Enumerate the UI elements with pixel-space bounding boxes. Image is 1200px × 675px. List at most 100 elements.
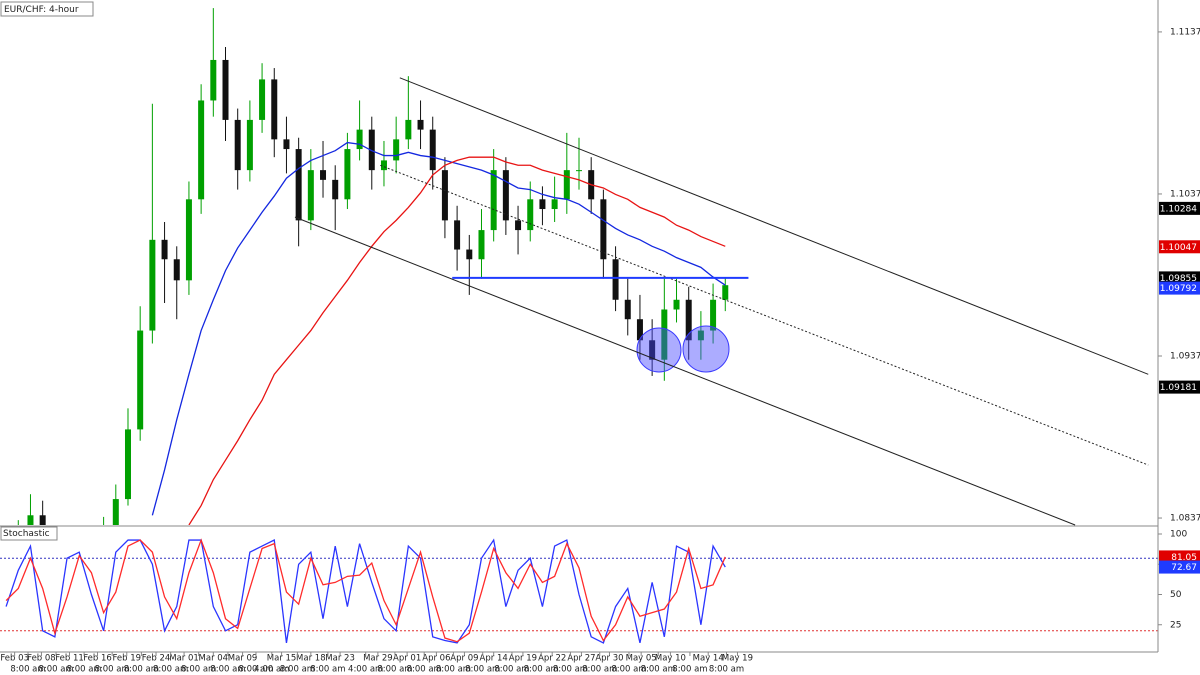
y-tick-label: 100 [1170, 530, 1187, 540]
candle-body [320, 170, 327, 180]
candle-body [259, 79, 266, 120]
x-date-label: Apr 27 [567, 654, 595, 664]
x-time-label: 8:00 am [310, 665, 345, 675]
candle-body [295, 149, 302, 221]
candle-body [222, 59, 229, 120]
price-badge [1159, 271, 1200, 285]
x-date-label: Apr 30 [595, 654, 623, 664]
x-time-label: 8:00 am [465, 665, 500, 675]
x-date-label: Feb 08 [27, 654, 56, 664]
title-box [0, 1, 94, 17]
x-date-label: Mar 01 [169, 654, 199, 664]
x-time-label: 8:00 am [10, 665, 45, 675]
indicator-line [5, 538, 726, 643]
x-time-label: 8:00 am [95, 665, 130, 675]
x-time-label: 8:00 am [124, 665, 159, 675]
x-time-label: 8:00 am [38, 665, 73, 675]
axes: 1.11373 1.10373 1.09373 1.08373 1.10284 1.100… [0, 27, 1200, 675]
x-date-label: Apr 14 [480, 654, 508, 664]
candle-body [380, 160, 387, 171]
candle-body [710, 299, 717, 331]
candle-body [332, 179, 339, 200]
candle-body [441, 170, 448, 221]
candle-body [368, 129, 375, 171]
x-date-label: Feb 19 [112, 654, 141, 664]
x-date-label: Apr 06 [422, 654, 450, 664]
candle-body [624, 299, 631, 320]
x-date-label: Apr 19 [509, 654, 537, 664]
candle-body [429, 129, 436, 171]
x-date-label: May 19 [722, 654, 753, 664]
candle-body [112, 499, 119, 525]
candle-body [515, 220, 522, 231]
x-date-label: Feb 16 [83, 654, 112, 664]
price-badge-label: 1.10284 [1160, 204, 1197, 214]
candle-body [576, 170, 582, 172]
x-time-label: 4:00 am [348, 665, 383, 675]
price-badge [1159, 281, 1200, 295]
price-badge [1159, 240, 1200, 254]
candle-body [502, 170, 509, 221]
x-time-label: 8:00 am [494, 665, 529, 675]
price-badge-label: 1.09855 [1160, 274, 1197, 284]
x-time-label: 8:00 am [407, 665, 442, 675]
candle-body [673, 299, 680, 310]
x-time-label: 8:00 am [524, 665, 559, 675]
channel-line [294, 216, 1076, 526]
x-time-label: 8:00 am [641, 665, 676, 675]
highlight-circle [636, 327, 682, 373]
candle-body [161, 239, 168, 260]
candle-body [454, 220, 461, 250]
candle-body [600, 199, 607, 260]
x-date-label: Apr 01 [393, 654, 421, 664]
candle-body [661, 309, 668, 360]
price-badge [1159, 380, 1200, 394]
candle-body [344, 149, 351, 200]
candle-body [685, 299, 692, 341]
x-time-label: 8:00 am [553, 665, 588, 675]
channel-line [380, 164, 1149, 466]
candle-body [283, 139, 290, 150]
candle-body [198, 100, 205, 200]
price-badge [1159, 550, 1200, 564]
candle-body [393, 139, 400, 161]
x-date-label: Mar 09 [228, 654, 258, 664]
candle-body [563, 170, 570, 200]
x-time-label: 8:00 am [611, 665, 646, 675]
candle-body [234, 119, 241, 171]
price-badge-label: 72.67 [1171, 563, 1197, 573]
x-date-label: Feb 24 [142, 654, 171, 664]
x-time-label: 8:00 am [582, 665, 617, 675]
stochastic-plot [0, 538, 1158, 644]
main-plot [17, 8, 729, 525]
x-date-label: Feb 11 [55, 654, 84, 664]
candle-body [490, 170, 497, 231]
candle-body [649, 340, 656, 360]
x-time-label: 8:00 am [436, 665, 471, 675]
candle-body [137, 330, 144, 430]
x-date-label: Mar 29 [363, 654, 393, 664]
x-time-label: 8:00 am [238, 665, 273, 675]
price-badge [1159, 201, 1200, 215]
x-date-label: Mar 18 [296, 654, 326, 664]
candle-body [307, 170, 314, 221]
candle-body [612, 259, 619, 300]
candle-body [405, 119, 412, 140]
y-tick-label: 1.08373 [1170, 514, 1200, 524]
y-tick-label: 25 [1170, 620, 1181, 630]
x-date-label: Mar 04 [199, 654, 229, 664]
candle-body [271, 79, 278, 140]
candle-body [39, 515, 46, 525]
y-tick-label: 50 [1170, 590, 1182, 600]
candle-body [417, 119, 424, 130]
candle-body [124, 429, 131, 500]
x-date-label: Mar 15 [267, 654, 297, 664]
x-time-label: 8:00 am [709, 665, 744, 675]
highlight-circle [682, 325, 730, 373]
price-badge-label: 81.05 [1171, 553, 1197, 563]
x-time-label: 8:00 am [377, 665, 412, 675]
chart-title: EUR/CHF: 4-hour [4, 5, 79, 15]
x-date-label: Mar 23 [325, 654, 355, 664]
